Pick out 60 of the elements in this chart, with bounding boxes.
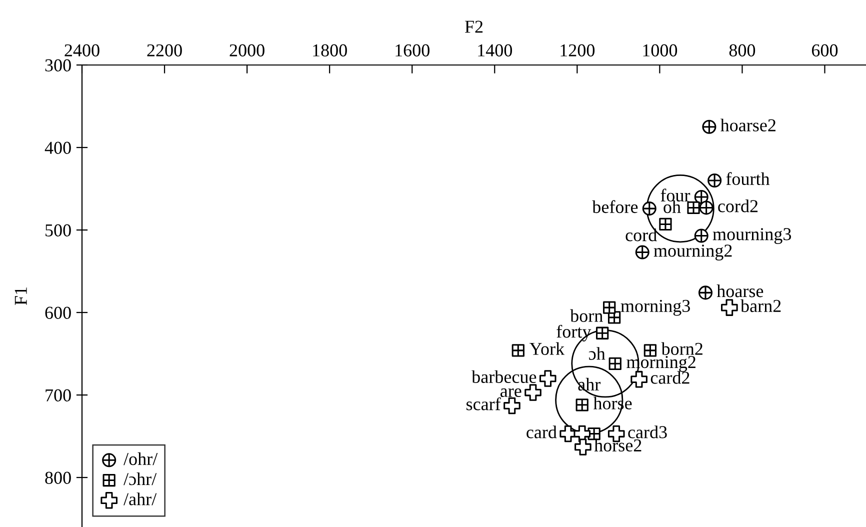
annotation: four	[660, 188, 690, 202]
annotation: cord2	[718, 200, 758, 212]
x-tick-label: 2000	[230, 44, 264, 56]
y-tick-label: 800	[45, 472, 71, 484]
annotation: born	[570, 309, 603, 322]
point	[524, 384, 542, 401]
annotation: barn2	[740, 299, 781, 312]
point	[721, 299, 738, 316]
y-tick-label: 400	[44, 142, 71, 154]
x-tick-label: 1400	[478, 44, 512, 56]
point	[539, 370, 556, 387]
point	[659, 218, 672, 231]
annotation: mourning2	[654, 244, 732, 260]
annotation: card	[526, 426, 557, 438]
annotation: oh	[664, 200, 681, 214]
point	[512, 344, 524, 357]
x-tick-label: 1000	[643, 44, 678, 56]
y-tick-label: 300	[45, 59, 71, 72]
x-tick-label: 2200	[147, 44, 182, 56]
annotation: mourning3	[712, 228, 792, 244]
x-tick-label: 2400	[64, 44, 100, 56]
y-tick-label: 500	[46, 224, 71, 236]
annotation: hoarse	[716, 284, 764, 298]
annotation: horse2	[594, 438, 642, 452]
point	[504, 397, 520, 414]
point	[708, 173, 722, 188]
y-tick-label: 600	[45, 306, 71, 319]
point	[642, 202, 656, 216]
point	[630, 370, 648, 388]
annotation: card3	[628, 426, 667, 438]
point	[603, 301, 616, 314]
annotation: are	[500, 388, 522, 398]
legend-label: /ɔhr/	[124, 472, 157, 486]
annotation: born2	[661, 342, 702, 355]
x-tick-label: 600	[812, 44, 838, 56]
point	[574, 438, 592, 456]
annotation: morning3	[620, 300, 690, 316]
annotation: card2	[650, 371, 690, 384]
point	[698, 286, 712, 300]
legend-label: /ahr/	[124, 492, 157, 506]
x-tick-label: 1800	[313, 44, 347, 56]
x-tick-label: 800	[729, 44, 756, 56]
y-tick-label: 700	[46, 389, 71, 402]
annotation: forty	[556, 324, 592, 342]
annotation: fourth	[726, 172, 770, 186]
annotation: York	[529, 342, 565, 355]
legend-label: /ohr/	[124, 452, 158, 466]
annotation: scarf	[466, 397, 501, 410]
x-axis-title: F2	[464, 20, 483, 33]
x-tick-label: 1600	[396, 44, 430, 56]
x-tick-label: 1200	[560, 44, 595, 56]
point	[687, 201, 700, 214]
y-axis-title: F1	[14, 288, 27, 306]
annotation: before	[592, 200, 638, 214]
point	[644, 344, 657, 357]
annotation: barbecue	[472, 370, 536, 384]
annotation: cord	[626, 228, 657, 242]
point	[596, 326, 609, 340]
annotation: hoarse2	[720, 118, 776, 132]
annotation: ɔh	[588, 347, 606, 360]
